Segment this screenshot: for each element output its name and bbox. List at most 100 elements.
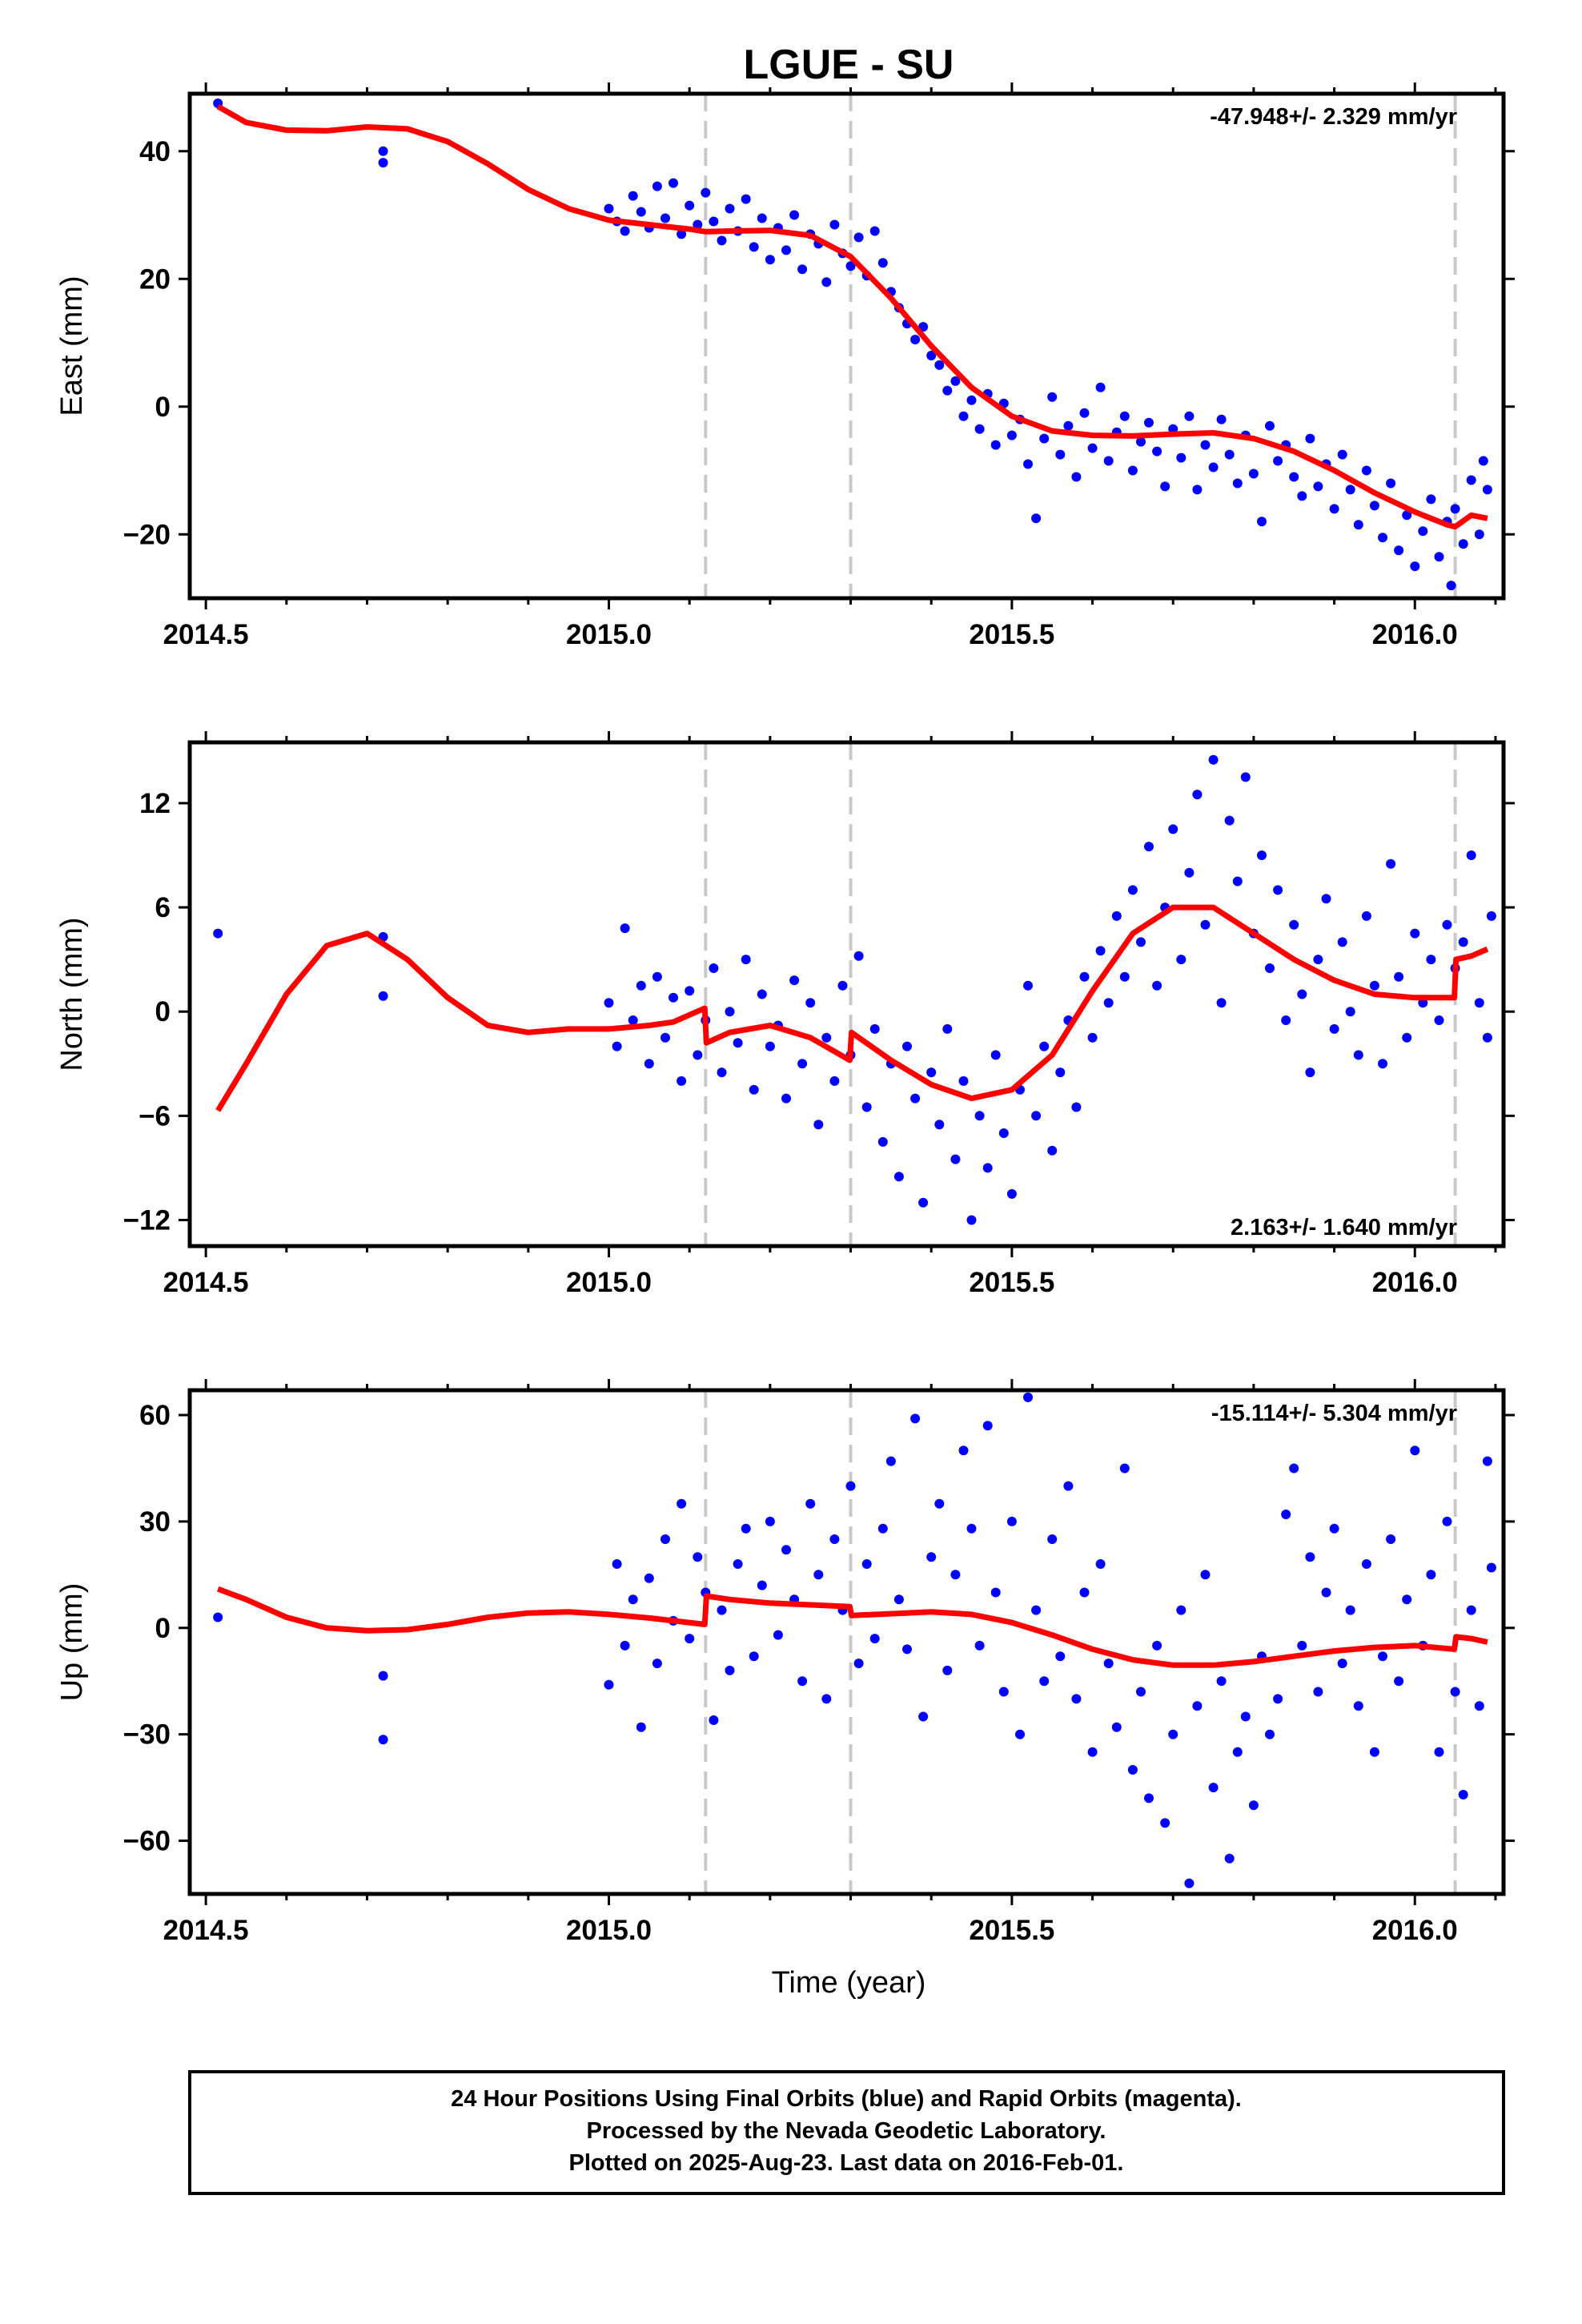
data-point — [1136, 937, 1146, 947]
data-point — [797, 1059, 808, 1069]
y-tick-label: 0 — [155, 996, 171, 1027]
data-point — [749, 1651, 759, 1662]
y-tick-label: −12 — [123, 1204, 171, 1236]
data-point — [717, 1605, 727, 1615]
data-point — [1095, 382, 1106, 392]
data-point — [1418, 526, 1428, 537]
data-point — [789, 210, 800, 220]
data-point — [1402, 1032, 1412, 1043]
data-point — [1321, 1587, 1331, 1598]
data-point — [604, 998, 614, 1008]
data-point — [693, 219, 703, 230]
data-point — [709, 963, 719, 973]
data-point — [1103, 1659, 1114, 1669]
data-point — [1208, 462, 1219, 472]
data-point — [1297, 989, 1307, 999]
data-point — [1192, 1701, 1203, 1711]
data-point — [1281, 1510, 1291, 1519]
data-point — [1144, 842, 1154, 852]
data-point — [942, 1023, 953, 1034]
data-point — [685, 986, 695, 996]
data-point — [1466, 850, 1476, 860]
data-point — [1257, 517, 1267, 527]
data-point — [781, 1093, 791, 1104]
data-point — [974, 424, 985, 434]
data-point — [636, 980, 646, 991]
data-point — [661, 213, 670, 223]
data-point — [1265, 1729, 1275, 1739]
data-point — [966, 395, 977, 405]
data-point — [1063, 420, 1074, 431]
data-point — [1023, 980, 1033, 991]
data-point — [1369, 1747, 1379, 1757]
data-point — [620, 226, 630, 236]
data-point — [1055, 1068, 1066, 1078]
data-point — [636, 1722, 646, 1732]
x-tick-label: 2016.0 — [1372, 1915, 1458, 1946]
east-panel: 2014.5 2015.0 2015.5 2016.0 40 20 0 −20 East (mm… — [55, 82, 1515, 650]
data-point — [1410, 928, 1420, 939]
data-point — [1006, 1516, 1017, 1526]
data-point — [1329, 504, 1339, 514]
data-point — [974, 1640, 985, 1651]
data-point — [693, 1552, 703, 1562]
data-point — [628, 191, 638, 201]
data-point — [1458, 539, 1468, 549]
data-point — [797, 264, 808, 275]
data-point — [1039, 1676, 1050, 1687]
y-axis-label: East (mm) — [55, 275, 89, 416]
data-point — [1224, 449, 1235, 460]
data-point — [845, 261, 856, 271]
data-point — [1402, 1594, 1412, 1605]
data-point — [1378, 1651, 1387, 1662]
data-point — [1289, 1463, 1299, 1474]
data-point — [1378, 533, 1387, 543]
data-point — [1482, 485, 1492, 495]
data-point — [1353, 520, 1363, 530]
data-point — [1394, 971, 1404, 982]
data-point — [1305, 1068, 1315, 1078]
data-point — [378, 146, 388, 156]
data-point — [1224, 1853, 1235, 1864]
data-point — [1305, 433, 1315, 444]
data-point — [1087, 1747, 1098, 1757]
data-point — [1265, 963, 1275, 973]
data-point — [1047, 1145, 1058, 1156]
data-point — [781, 1545, 791, 1555]
data-point — [1079, 408, 1090, 418]
data-point — [1478, 456, 1488, 466]
rate-label: 2.163+/- 1.640 mm/yr — [1231, 1215, 1457, 1240]
data-point — [1386, 478, 1396, 489]
data-point — [757, 213, 767, 223]
data-point — [1208, 1783, 1219, 1793]
data-point — [1119, 971, 1130, 982]
data-point — [1257, 850, 1267, 860]
data-point — [1442, 919, 1452, 930]
footer-line-3: Plotted on 2025-Aug-23. Last data on 201… — [569, 2150, 1124, 2176]
data-point — [813, 1570, 824, 1580]
data-point — [1216, 414, 1227, 424]
data-point — [628, 1015, 638, 1025]
y-tick-label: −6 — [139, 1100, 171, 1132]
data-point — [733, 1559, 743, 1569]
data-point — [677, 229, 687, 239]
data-point — [966, 1523, 977, 1534]
data-point — [1386, 1534, 1396, 1544]
rate-label: -47.948+/- 2.329 mm/yr — [1210, 104, 1457, 130]
footer-box — [188, 2070, 1505, 2195]
data-point — [1168, 824, 1178, 834]
data-point — [604, 1679, 614, 1690]
model-curve — [215, 904, 1489, 1112]
data-point — [1063, 1481, 1074, 1491]
data-point — [1192, 485, 1203, 495]
up-panel: 2014.5 2015.0 2015.5 2016.0 60 30 0 −30 −60 Up (m… — [55, 1379, 1515, 1946]
y-tick-label: 60 — [139, 1400, 171, 1431]
data-point — [1281, 1015, 1291, 1025]
data-point — [958, 1445, 969, 1456]
data-point — [1386, 858, 1396, 869]
data-point — [213, 928, 223, 939]
data-point — [661, 1032, 670, 1043]
data-point — [1329, 1023, 1339, 1034]
data-point — [741, 955, 751, 965]
data-point — [1200, 440, 1211, 450]
